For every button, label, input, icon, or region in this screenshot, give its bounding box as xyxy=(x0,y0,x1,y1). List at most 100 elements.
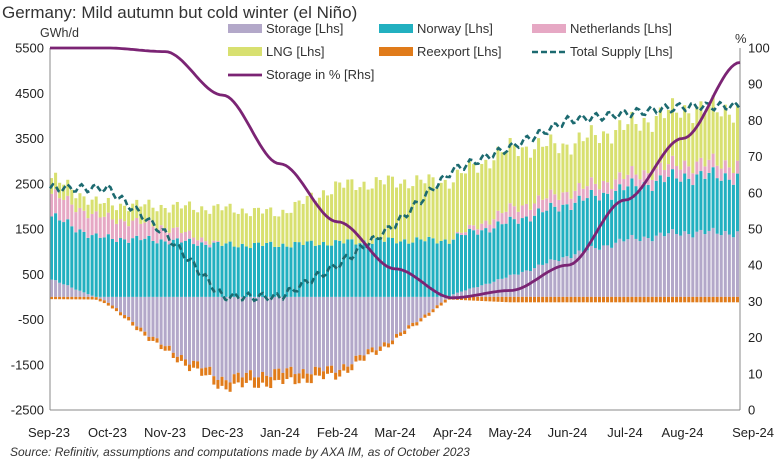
bar-storage xyxy=(403,296,407,331)
bar-reexport xyxy=(212,376,216,385)
bar-netherlands xyxy=(70,204,74,227)
bar-storage xyxy=(285,296,289,369)
bar-norway xyxy=(309,240,313,297)
bar-lng xyxy=(248,216,252,249)
bar-reexport xyxy=(179,355,183,361)
x-tick-label: Sep-24 xyxy=(732,425,774,440)
bar-lng xyxy=(476,172,480,230)
bar-lng xyxy=(151,207,155,227)
bar-storage xyxy=(703,234,707,297)
bar-lng xyxy=(723,104,727,161)
bar-storage xyxy=(171,296,175,353)
bar-lng xyxy=(261,213,265,246)
bar-norway xyxy=(102,237,106,297)
x-tick-label: Jan-24 xyxy=(260,425,300,440)
bar-storage xyxy=(66,285,70,297)
bar-norway xyxy=(366,244,370,297)
bar-storage xyxy=(374,296,378,351)
bar-storage xyxy=(342,296,346,365)
bar-netherlands xyxy=(618,172,622,185)
bar-reexport xyxy=(691,296,695,303)
bar-storage xyxy=(719,235,723,297)
bar-reexport xyxy=(220,376,224,386)
y-right-tick-label: 50 xyxy=(748,222,762,237)
bar-lng xyxy=(309,192,313,241)
bar-reexport xyxy=(139,327,143,332)
bar-storage xyxy=(281,296,285,373)
bar-reexport xyxy=(114,308,118,312)
bar-netherlands xyxy=(715,165,719,179)
bar-reexport xyxy=(662,296,666,303)
bar-storage xyxy=(354,296,358,356)
bar-storage xyxy=(415,296,419,323)
bar-lng xyxy=(711,95,715,154)
bar-lng xyxy=(496,146,500,211)
bar-netherlands xyxy=(528,209,532,222)
bar-norway xyxy=(589,189,593,246)
bar-norway xyxy=(143,238,147,297)
x-tick-label: Feb-24 xyxy=(317,425,358,440)
bar-reexport xyxy=(715,296,719,303)
bar-netherlands xyxy=(155,229,159,244)
bar-netherlands xyxy=(82,210,86,232)
bar-reexport xyxy=(285,368,289,380)
bar-netherlands xyxy=(516,211,520,224)
bar-norway xyxy=(98,237,102,297)
bar-storage xyxy=(366,296,370,350)
bar-netherlands xyxy=(496,210,500,222)
bar-lng xyxy=(638,130,642,180)
bar-lng xyxy=(597,143,601,190)
bar-netherlands xyxy=(642,170,646,183)
bar-reexport xyxy=(281,372,285,384)
bar-norway xyxy=(545,210,549,264)
y-left-tick-label: 2500 xyxy=(15,176,44,191)
bar-netherlands xyxy=(573,190,577,203)
y-right-tick-label: 10 xyxy=(748,366,762,381)
bar-reexport xyxy=(573,296,577,303)
bar-storage xyxy=(236,296,240,373)
bar-reexport xyxy=(293,374,297,385)
bar-lng xyxy=(269,207,273,242)
bar-reexport xyxy=(472,296,476,301)
bar-lng xyxy=(338,182,342,241)
bar-reexport xyxy=(382,342,386,347)
bar-norway xyxy=(330,245,334,297)
bar-reexport xyxy=(549,296,553,303)
bar-storage xyxy=(82,292,86,297)
bar-storage xyxy=(675,233,679,297)
bar-storage xyxy=(419,296,423,319)
bar-norway xyxy=(435,243,439,297)
source-note: Source: Refinitiv, assumptions and compu… xyxy=(10,445,470,459)
bar-lng xyxy=(439,182,443,241)
bar-norway xyxy=(646,184,650,239)
bar-norway xyxy=(662,182,666,237)
bar-norway xyxy=(423,241,427,297)
bar-reexport xyxy=(614,296,618,303)
bar-reexport xyxy=(143,331,147,336)
bar-storage xyxy=(74,289,78,297)
bar-lng xyxy=(305,195,309,242)
bar-norway xyxy=(553,206,557,260)
bar-reexport xyxy=(488,296,492,302)
bar-lng xyxy=(727,114,731,168)
bar-norway xyxy=(179,242,183,297)
bar-reexport xyxy=(403,330,407,335)
x-tick-label: Jul-24 xyxy=(607,425,642,440)
bar-reexport xyxy=(569,296,573,303)
bar-storage xyxy=(232,296,236,375)
bar-lng xyxy=(127,211,131,227)
bar-netherlands xyxy=(171,227,175,240)
bar-norway xyxy=(131,238,135,297)
bar-netherlands xyxy=(533,203,537,216)
bar-reexport xyxy=(561,296,565,303)
bar-lng xyxy=(581,141,585,189)
bar-storage xyxy=(459,291,463,297)
bar-reexport xyxy=(524,296,528,303)
bar-reexport xyxy=(62,296,66,300)
bar-norway xyxy=(90,235,94,296)
bar-reexport xyxy=(727,296,731,303)
bar-lng xyxy=(183,205,187,232)
bar-storage xyxy=(691,237,695,297)
bar-norway xyxy=(346,239,350,297)
series-lines xyxy=(48,46,742,303)
